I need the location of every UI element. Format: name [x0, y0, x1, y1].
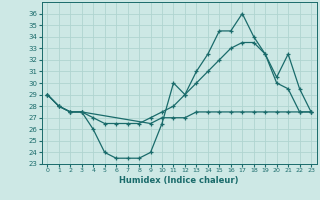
- X-axis label: Humidex (Indice chaleur): Humidex (Indice chaleur): [119, 176, 239, 185]
